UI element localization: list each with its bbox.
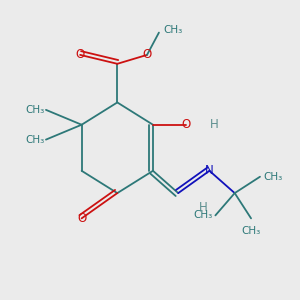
Text: CH₃: CH₃	[193, 210, 212, 220]
Text: O: O	[142, 48, 152, 62]
Text: O: O	[76, 48, 85, 62]
Text: H: H	[199, 202, 208, 214]
Text: CH₃: CH₃	[164, 25, 183, 34]
Text: CH₃: CH₃	[242, 226, 261, 236]
Text: H: H	[209, 118, 218, 131]
Text: N: N	[205, 164, 214, 177]
Text: CH₃: CH₃	[263, 172, 282, 182]
Text: CH₃: CH₃	[25, 105, 44, 115]
Text: CH₃: CH₃	[25, 135, 44, 145]
Text: O: O	[77, 212, 86, 225]
Text: O: O	[181, 118, 190, 131]
